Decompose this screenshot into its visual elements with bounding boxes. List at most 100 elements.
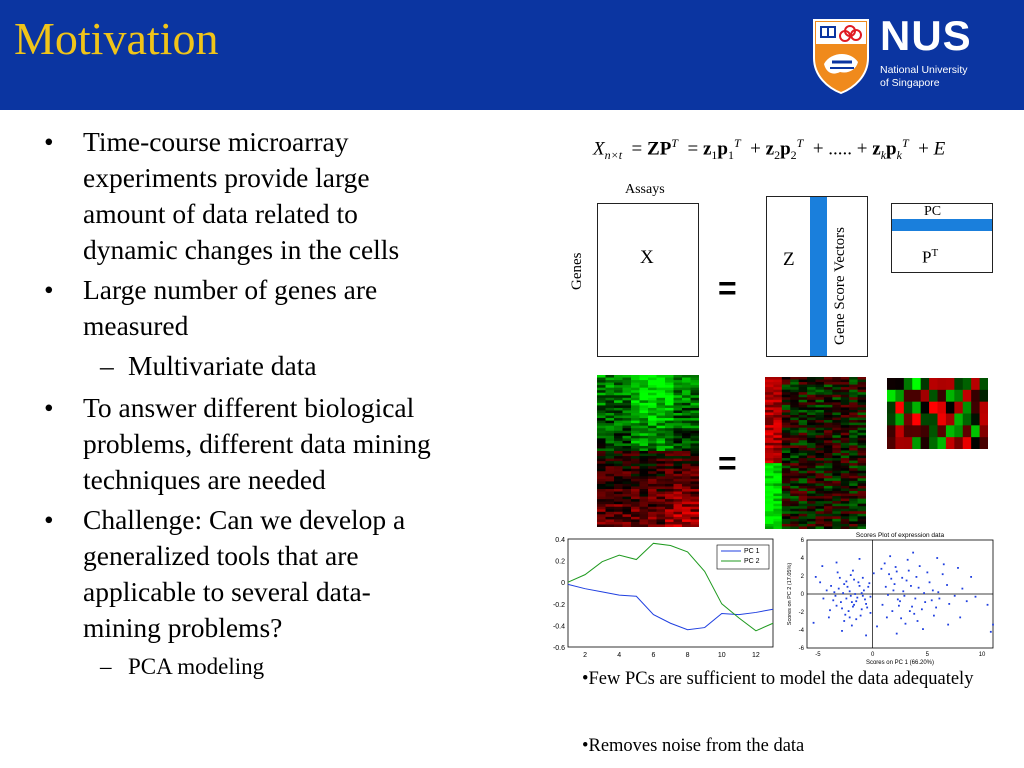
heatmap-cell	[673, 521, 683, 525]
heatmap-cell	[895, 378, 905, 391]
heatmap-cell	[857, 468, 866, 472]
heatmap-cell	[682, 466, 691, 470]
heatmap-cell	[815, 511, 825, 515]
heatmap-cell	[849, 526, 859, 529]
heatmap-cell	[781, 478, 791, 482]
heatmap-cell	[765, 518, 774, 522]
heatmap-cell	[614, 481, 623, 485]
heatmap-cell	[887, 389, 896, 403]
heatmap-cell	[665, 440, 674, 444]
heatmap-cell	[798, 518, 808, 522]
heatmap-cell	[648, 489, 657, 493]
heatmap-cell	[807, 493, 816, 497]
heatmap-cell	[656, 405, 666, 409]
heatmap-cell	[622, 489, 632, 493]
heatmap-cell	[631, 511, 640, 515]
heatmap-cell	[639, 435, 649, 439]
heatmap-cell	[639, 418, 649, 422]
scatter-point	[935, 606, 938, 609]
heatmap-cell	[832, 468, 842, 472]
heatmap-cell	[773, 508, 783, 512]
heatmap-cell	[665, 496, 674, 500]
heatmap-cell	[682, 471, 691, 475]
heatmap-cell	[614, 468, 623, 472]
heatmap-cell	[807, 468, 816, 472]
heatmap-cell	[614, 375, 623, 379]
scatter-point	[880, 567, 883, 570]
heatmap-cell	[781, 412, 791, 416]
heatmap-cell	[807, 447, 816, 451]
heatmap-cell	[790, 417, 800, 421]
heatmap-cell	[954, 389, 964, 403]
heatmap-cell	[840, 501, 850, 505]
heatmap-cell	[648, 380, 657, 384]
heatmap-cell	[639, 420, 649, 424]
heatmap-cell	[857, 415, 866, 419]
heatmap-cell	[832, 404, 842, 408]
heatmap-cell	[597, 395, 606, 399]
heatmap-cell	[815, 493, 825, 497]
heatmap-cell	[690, 400, 699, 404]
heatmap-cell	[682, 453, 691, 457]
heatmap-cell	[665, 423, 674, 427]
heatmap-cell	[597, 448, 606, 452]
heatmap-cell	[840, 453, 850, 457]
heatmap-cell	[849, 387, 859, 391]
heatmap-cell	[631, 524, 640, 527]
heatmap-cell	[790, 382, 800, 386]
heatmap-cell	[622, 387, 632, 391]
heatmap-cell	[823, 415, 833, 419]
heatmap-cell	[665, 395, 674, 399]
scatter-point	[856, 596, 859, 599]
heatmap-cell	[832, 491, 842, 495]
heatmap-cell	[682, 397, 691, 401]
heatmap-cell	[656, 476, 666, 480]
heatmap-cell	[614, 494, 623, 498]
heatmap-cell	[665, 509, 674, 513]
heatmap-cell	[656, 451, 666, 455]
heatmap-cell	[622, 425, 632, 429]
heatmap-cell	[690, 494, 699, 498]
heatmap-cell	[673, 473, 683, 477]
heatmap-cell	[673, 453, 683, 457]
heatmap-cell	[639, 471, 649, 475]
heatmap-cell	[790, 491, 800, 495]
heatmap-cell	[857, 516, 866, 520]
heatmap-cell	[622, 433, 632, 437]
heatmap-cell	[605, 473, 615, 477]
heatmap-cell	[790, 412, 800, 416]
heatmap-cell	[832, 503, 842, 507]
heatmap-cell	[815, 453, 825, 457]
heatmap-cell	[673, 397, 683, 401]
heatmap-cell	[622, 521, 632, 525]
heatmap-cell	[849, 518, 859, 522]
heatmap-cell	[790, 420, 800, 424]
heatmap-cell	[887, 378, 896, 391]
heatmap-cell	[765, 440, 774, 444]
heatmap-cell	[815, 470, 825, 474]
heatmap-cell	[857, 420, 866, 424]
heatmap-cell	[790, 440, 800, 444]
heatmap-cell	[823, 518, 833, 522]
heatmap-cell	[773, 440, 783, 444]
heatmap-cell	[929, 378, 938, 391]
scatter-point	[855, 618, 858, 621]
heatmap-cell	[673, 440, 683, 444]
heatmap-cell	[631, 453, 640, 457]
heatmap-cell	[682, 514, 691, 518]
heatmap-cell	[954, 425, 964, 438]
heatmap-cell	[832, 430, 842, 434]
heatmap-cell	[849, 384, 859, 388]
heatmap-cell	[605, 524, 615, 527]
heatmap-cell	[781, 463, 791, 467]
heatmap-cell	[605, 380, 615, 384]
scatter-point	[910, 585, 912, 587]
heatmap-cell	[887, 401, 896, 414]
heatmap-cell	[656, 392, 666, 396]
heatmap-cell	[648, 430, 657, 434]
heatmap-cell	[773, 389, 783, 393]
logo-subtitle-line2: of Singapore	[880, 77, 940, 89]
heatmap-cell	[597, 514, 606, 518]
heatmap-cell	[665, 435, 674, 439]
heatmap-cell	[648, 506, 657, 510]
